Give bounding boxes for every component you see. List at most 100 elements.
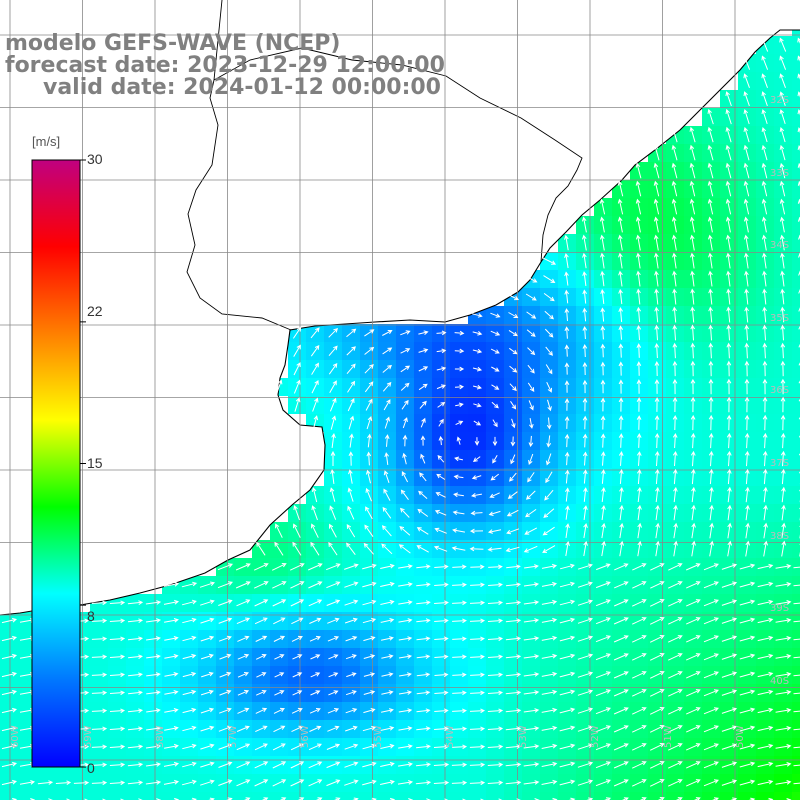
- wind-arrow: [182, 617, 197, 624]
- wind-arrow: [434, 600, 449, 606]
- wind-arrow: [601, 504, 606, 521]
- wind-arrow: [505, 672, 522, 678]
- wind-arrow: [685, 563, 701, 571]
- wind-arrow: [380, 636, 394, 641]
- wind-arrow: [469, 780, 486, 786]
- wind-arrow: [613, 689, 629, 697]
- wind-arrow: [292, 690, 303, 696]
- wind-arrow: [525, 275, 538, 283]
- wind-arrow: [329, 487, 336, 502]
- wind-arrow: [254, 743, 268, 751]
- wind-arrow: [182, 707, 197, 714]
- wind-arrow: [739, 599, 756, 606]
- wind-arrow: [599, 234, 605, 251]
- wind-arrow: [1, 671, 18, 678]
- wind-arrow: [739, 617, 756, 624]
- wind-arrow: [308, 761, 323, 769]
- wind-arrow: [1, 725, 18, 732]
- wind-arrow: [362, 581, 377, 588]
- wind-arrow: [725, 216, 731, 233]
- wind-arrow: [490, 473, 500, 481]
- wind-arrow: [398, 708, 413, 713]
- wind-speed-cell: [792, 126, 800, 144]
- wind-arrow: [487, 618, 504, 624]
- wind-arrow: [491, 401, 499, 409]
- wind-arrow: [452, 636, 467, 642]
- longitude-label: 51W: [663, 725, 674, 748]
- wind-arrow: [649, 599, 665, 607]
- wind-arrow: [650, 563, 665, 571]
- wind-arrow: [564, 344, 570, 357]
- wind-arrow: [618, 252, 623, 269]
- wind-speed-cell: [522, 792, 540, 800]
- wind-arrow: [398, 564, 413, 569]
- wind-arrow: [726, 450, 732, 467]
- wind-arrow: [127, 618, 144, 624]
- wind-arrow: [200, 635, 215, 642]
- wind-arrow: [346, 524, 356, 538]
- wind-speed-cell: [792, 450, 800, 468]
- wind-arrow: [654, 360, 660, 377]
- wind-arrow: [434, 636, 449, 642]
- wind-arrow: [613, 707, 629, 715]
- wind-speed-cell: [468, 792, 486, 800]
- longitude-label: 54W: [445, 725, 456, 748]
- wind-arrow: [690, 378, 696, 395]
- wind-arrow: [327, 636, 340, 642]
- wind-arrow: [523, 762, 540, 767]
- wind-arrow: [510, 401, 517, 410]
- wind-arrow: [635, 216, 641, 233]
- wind-arrow: [416, 744, 431, 749]
- wind-arrow: [775, 744, 792, 749]
- wind-arrow: [330, 450, 336, 466]
- wind-arrow: [632, 563, 647, 571]
- wind-arrow: [709, 522, 714, 539]
- wind-arrow: [525, 490, 536, 500]
- wind-arrow: [601, 522, 606, 539]
- wind-arrow: [775, 672, 792, 677]
- wind-arrow: [127, 708, 144, 714]
- wind-arrow: [255, 635, 268, 642]
- wind-arrow: [721, 635, 738, 642]
- wind-arrow: [582, 252, 587, 269]
- wind-arrow: [255, 654, 267, 660]
- wind-arrow: [509, 383, 517, 392]
- wind-arrow: [488, 564, 503, 570]
- wind-arrow: [690, 468, 696, 485]
- wind-arrow: [671, 144, 678, 161]
- latitude-label: 35S: [770, 313, 790, 324]
- wind-arrow: [146, 690, 161, 695]
- wind-arrow: [762, 396, 768, 413]
- wind-arrow: [631, 617, 647, 625]
- wind-speed-cell: [792, 468, 800, 486]
- wind-arrow: [492, 419, 498, 428]
- wind-arrow: [334, 797, 341, 800]
- wind-arrow: [543, 275, 556, 283]
- wind-arrow: [290, 581, 305, 589]
- wind-arrow: [311, 486, 318, 503]
- wind-arrow: [604, 797, 611, 800]
- wind-arrow: [311, 362, 319, 375]
- wind-arrow: [523, 690, 540, 695]
- wind-arrow: [364, 329, 375, 337]
- wind-arrow: [564, 451, 570, 466]
- wind-arrow: [654, 270, 659, 287]
- wind-arrow: [434, 582, 449, 588]
- wind-arrow: [311, 505, 318, 521]
- wind-arrow: [109, 762, 126, 768]
- wind-arrow: [635, 198, 642, 215]
- wind-arrow: [452, 510, 465, 515]
- wind-arrow: [595, 635, 611, 643]
- wind-arrow: [762, 270, 767, 287]
- wind-arrow: [542, 526, 555, 536]
- wind-arrow: [726, 270, 731, 287]
- wind-arrow: [380, 726, 395, 731]
- wind-speed-cell: [792, 576, 800, 594]
- wind-arrow: [667, 725, 683, 733]
- wind-arrow: [91, 726, 108, 732]
- wind-arrow: [685, 653, 701, 661]
- wind-arrow: [182, 761, 197, 768]
- wind-arrow: [380, 743, 395, 749]
- wind-arrow: [416, 654, 431, 660]
- wind-arrow: [762, 360, 768, 377]
